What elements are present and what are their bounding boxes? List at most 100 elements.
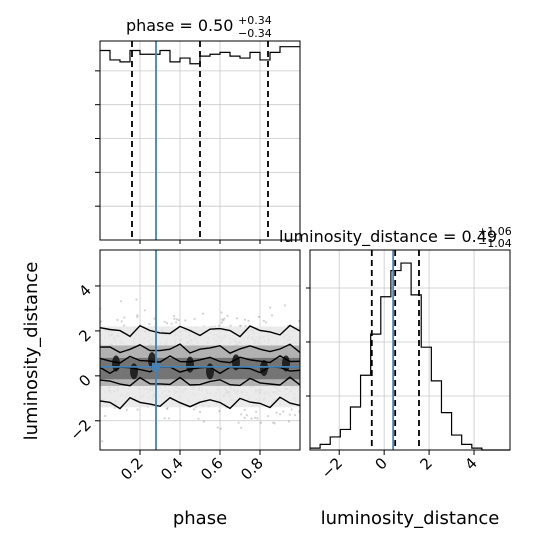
y-tick-label: 4 — [75, 281, 94, 300]
scatter-point — [125, 408, 128, 411]
density-blob — [206, 363, 214, 380]
scatter-point — [116, 318, 119, 322]
y-tick-label: −2 — [66, 416, 94, 444]
scatter-point — [257, 315, 260, 318]
scatter-point — [243, 416, 246, 419]
scatter-point — [294, 414, 297, 417]
scatter-point — [220, 311, 223, 314]
scatter-point — [247, 319, 250, 322]
scatter-point — [173, 317, 176, 320]
scatter-point — [237, 421, 240, 424]
x-axis-label-luminosity-distance: luminosity_distance — [321, 508, 500, 529]
scatter-point — [120, 300, 123, 303]
scatter-point — [202, 420, 205, 423]
scatter-point — [163, 320, 166, 323]
phase-marginal-panel — [95, 40, 301, 244]
scatter-point — [184, 319, 187, 322]
x-tick-label: 0.4 — [157, 454, 187, 484]
y-axis-label-luminosity-distance: luminosity_distance — [21, 262, 42, 441]
scatter-point — [255, 410, 258, 413]
panel-frame — [99, 249, 301, 451]
density-band-inner — [100, 357, 300, 380]
scatter-point — [165, 322, 169, 325]
x-tick-label: −2 — [318, 454, 346, 482]
scatter-point — [153, 317, 156, 320]
scatter-point — [262, 319, 265, 322]
scatter-point — [240, 413, 243, 416]
scatter-point — [264, 321, 268, 324]
scatter-point — [270, 314, 274, 317]
contour-line — [100, 343, 300, 355]
scatter-point — [218, 409, 221, 413]
scatter-point — [229, 324, 232, 327]
scatter-point — [143, 309, 146, 312]
scatter-point — [136, 408, 139, 411]
y-tick-label: 2 — [75, 326, 94, 345]
x-tick-label: 0.8 — [237, 454, 267, 484]
joint-content — [100, 250, 300, 450]
scatter-point — [226, 314, 229, 317]
contour-line — [100, 366, 300, 375]
scatter-point — [269, 306, 272, 309]
scatter-point — [220, 321, 223, 324]
panel-frame — [309, 249, 511, 451]
scatter-point — [243, 408, 246, 411]
scatter-point — [250, 417, 253, 420]
scatter-point — [101, 440, 104, 443]
scatter-point — [283, 304, 287, 307]
x-tick-label: 0.6 — [197, 454, 227, 484]
scatter-point — [243, 318, 247, 321]
scatter-point — [104, 414, 107, 418]
x-tick-label: 0 — [372, 454, 391, 473]
scatter-point — [167, 417, 171, 420]
scatter-point — [148, 322, 151, 326]
contour-line — [100, 376, 300, 387]
phase-title: phase = 0.50 — [126, 16, 233, 35]
scatter-point — [175, 321, 178, 324]
contour-line — [100, 324, 300, 338]
phase-title-sub: −0.34 — [238, 27, 272, 40]
scatter-point — [219, 427, 222, 430]
luminosity-distance-marginal-panel: −2 0 2 4 — [306, 249, 511, 482]
scatter-point — [223, 317, 226, 320]
scatter-point — [287, 420, 291, 423]
scatter-point — [177, 319, 180, 322]
scatter-point — [221, 318, 224, 321]
luminosity-distance-title-sup: +1.06 — [478, 225, 512, 238]
scatter-point — [288, 413, 291, 416]
scatter-point — [123, 316, 126, 319]
scatter-point — [272, 421, 275, 424]
scatter-point — [120, 320, 123, 323]
panel-frame — [99, 40, 301, 241]
scatter-point — [193, 317, 196, 320]
scatter-point — [163, 417, 166, 420]
luminosity-distance-title: luminosity_distance = 0.49 — [279, 227, 497, 247]
scatter-point — [267, 415, 270, 418]
scatter-point — [245, 414, 248, 417]
scatter-point — [259, 421, 262, 424]
scatter-point — [198, 410, 202, 414]
phase-title-sup: +0.34 — [238, 14, 272, 27]
scatter-point — [256, 417, 259, 420]
scatter-point — [236, 317, 239, 320]
scatter-point — [201, 312, 204, 315]
scatter-point — [240, 426, 243, 429]
joint-panel: 0.2 0.4 0.6 0.8 −2 0 2 4 — [66, 249, 301, 484]
scatter-point — [222, 319, 225, 322]
scatter-point — [275, 411, 278, 414]
contour-line — [100, 396, 300, 410]
contour-line — [100, 354, 300, 364]
scatter-point — [165, 407, 169, 410]
x-tick-label: 0.2 — [117, 454, 147, 484]
truth-marker — [152, 362, 160, 371]
scatter-point — [135, 298, 138, 301]
histogram-step — [310, 262, 510, 451]
scatter-point — [175, 318, 178, 321]
scatter-point — [273, 422, 276, 425]
scatter-point — [192, 408, 196, 411]
density-blob — [130, 363, 138, 380]
scatter-point — [136, 315, 139, 319]
scatter-point — [197, 417, 200, 420]
scatter-point — [254, 416, 257, 419]
